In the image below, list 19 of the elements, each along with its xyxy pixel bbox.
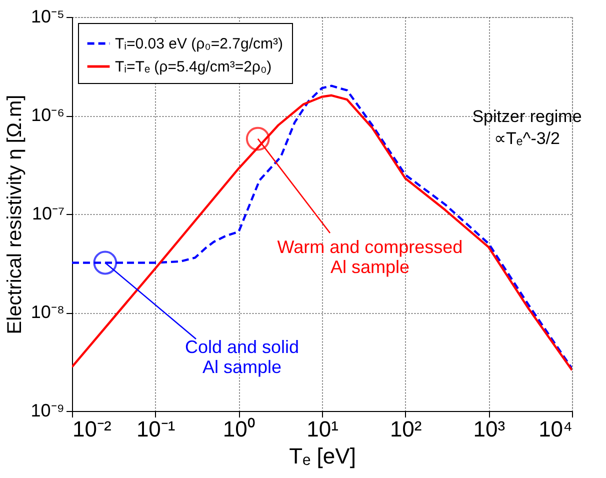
annotation: Cold and solid Al sample (184, 337, 300, 377)
y-tick-label: 10⁻⁵ (31, 6, 64, 26)
x-axis-title: Tₑ [eV] (289, 444, 356, 468)
y-tick-label: 10⁻⁸ (30, 302, 64, 322)
legend-label: Tᵢ=0.03 eV (ρ₀=2.7g/cm³) (115, 36, 284, 52)
y-tick-label: 10⁻⁷ (32, 204, 64, 224)
annotation: Spitzer regime ∝Tₑ^-3/2 (472, 107, 582, 148)
x-tick-label: 10⁰ (222, 416, 256, 442)
y-tick-label: 10⁻⁶ (31, 105, 64, 125)
x-tick-label: 10³ (473, 416, 506, 442)
annotation: Warm and compressed Al sample (277, 237, 463, 277)
x-tick-label: 10¹ (306, 416, 338, 442)
x-tick-label: 10⁻² (72, 416, 112, 442)
legend-label: Tᵢ=Tₑ (ρ=5.4g/cm³=2ρ₀) (115, 58, 272, 76)
x-tick-label: 10⁴ (538, 416, 572, 442)
y-axis-title: Electrical resistivity η [Ω.m] (4, 94, 26, 334)
y-tick-label: 10⁻⁹ (30, 400, 64, 420)
x-tick-label: 10² (390, 416, 422, 442)
x-tick-label: 10⁻¹ (136, 416, 176, 442)
